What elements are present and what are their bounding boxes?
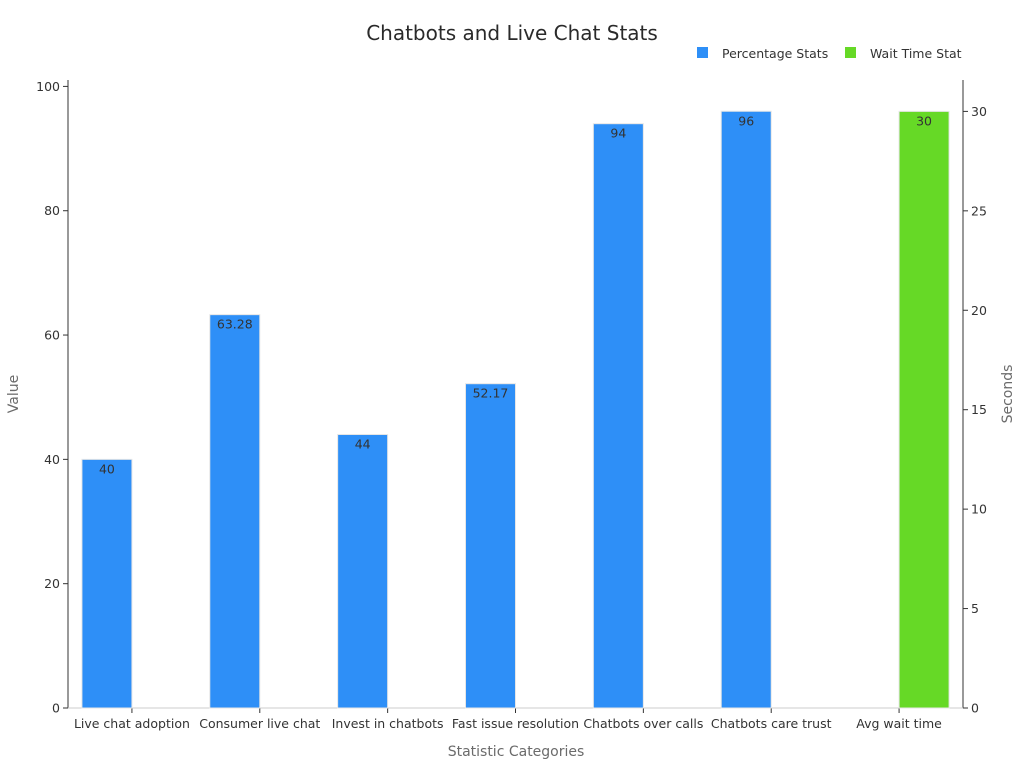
chart-title: Chatbots and Live Chat Stats <box>366 21 658 45</box>
y2-axis-title: Seconds <box>1000 365 1016 424</box>
bar-value-label: 94 <box>610 126 626 141</box>
x-tick-label: Fast issue resolution <box>452 716 579 731</box>
y-tick-label: 0 <box>52 701 60 716</box>
y-tick-label: 20 <box>44 576 60 591</box>
legend: Percentage Stats Wait Time Stat <box>697 46 962 61</box>
y-tick-label: 80 <box>44 203 60 218</box>
bar-value-label: 96 <box>738 113 754 128</box>
y2-tick-label: 10 <box>971 502 987 517</box>
bar-value-label: 52.17 <box>473 386 509 401</box>
y2-tick-label: 25 <box>971 203 987 218</box>
y2-tick-label: 15 <box>971 402 987 417</box>
bar-value-label: 30 <box>916 113 932 128</box>
bar <box>337 433 389 709</box>
bar <box>465 383 516 709</box>
y-tick-label: 60 <box>44 328 60 343</box>
bar <box>898 110 950 709</box>
bar-value-label: 44 <box>355 436 371 451</box>
y-tick-label: 100 <box>36 79 60 94</box>
bar <box>81 458 133 709</box>
x-tick-label: Chatbots over calls <box>583 716 703 731</box>
x-tick-label: Chatbots care trust <box>711 716 832 731</box>
legend-label-percentage: Percentage Stats <box>722 46 828 61</box>
bar-value-label: 40 <box>99 461 115 476</box>
bar <box>720 110 772 709</box>
x-tick-label: Avg wait time <box>856 716 942 731</box>
x-axis-title: Statistic Categories <box>448 744 585 760</box>
plot-area: 0 20 40 60 80 100 0 5 10 15 20 25 30 Live chat adopti… <box>36 79 987 731</box>
y2-tick-label: 20 <box>971 303 987 318</box>
y2-tick-label: 0 <box>971 701 979 716</box>
x-tick-label: Consumer live chat <box>199 716 320 731</box>
y-axis-title: Value <box>6 375 22 413</box>
y-tick-label: 40 <box>44 452 60 467</box>
bar-value-label: 63.28 <box>217 317 253 332</box>
legend-swatch-wait-time <box>845 47 856 58</box>
y2-tick-label: 5 <box>971 601 979 616</box>
x-tick-label: Live chat adoption <box>74 716 190 731</box>
bar <box>592 123 644 709</box>
x-tick-label: Invest in chatbots <box>332 716 444 731</box>
y2-tick-label: 30 <box>971 104 987 119</box>
legend-swatch-percentage <box>697 47 708 58</box>
legend-label-wait-time: Wait Time Stat <box>870 46 962 61</box>
bar <box>209 314 261 709</box>
